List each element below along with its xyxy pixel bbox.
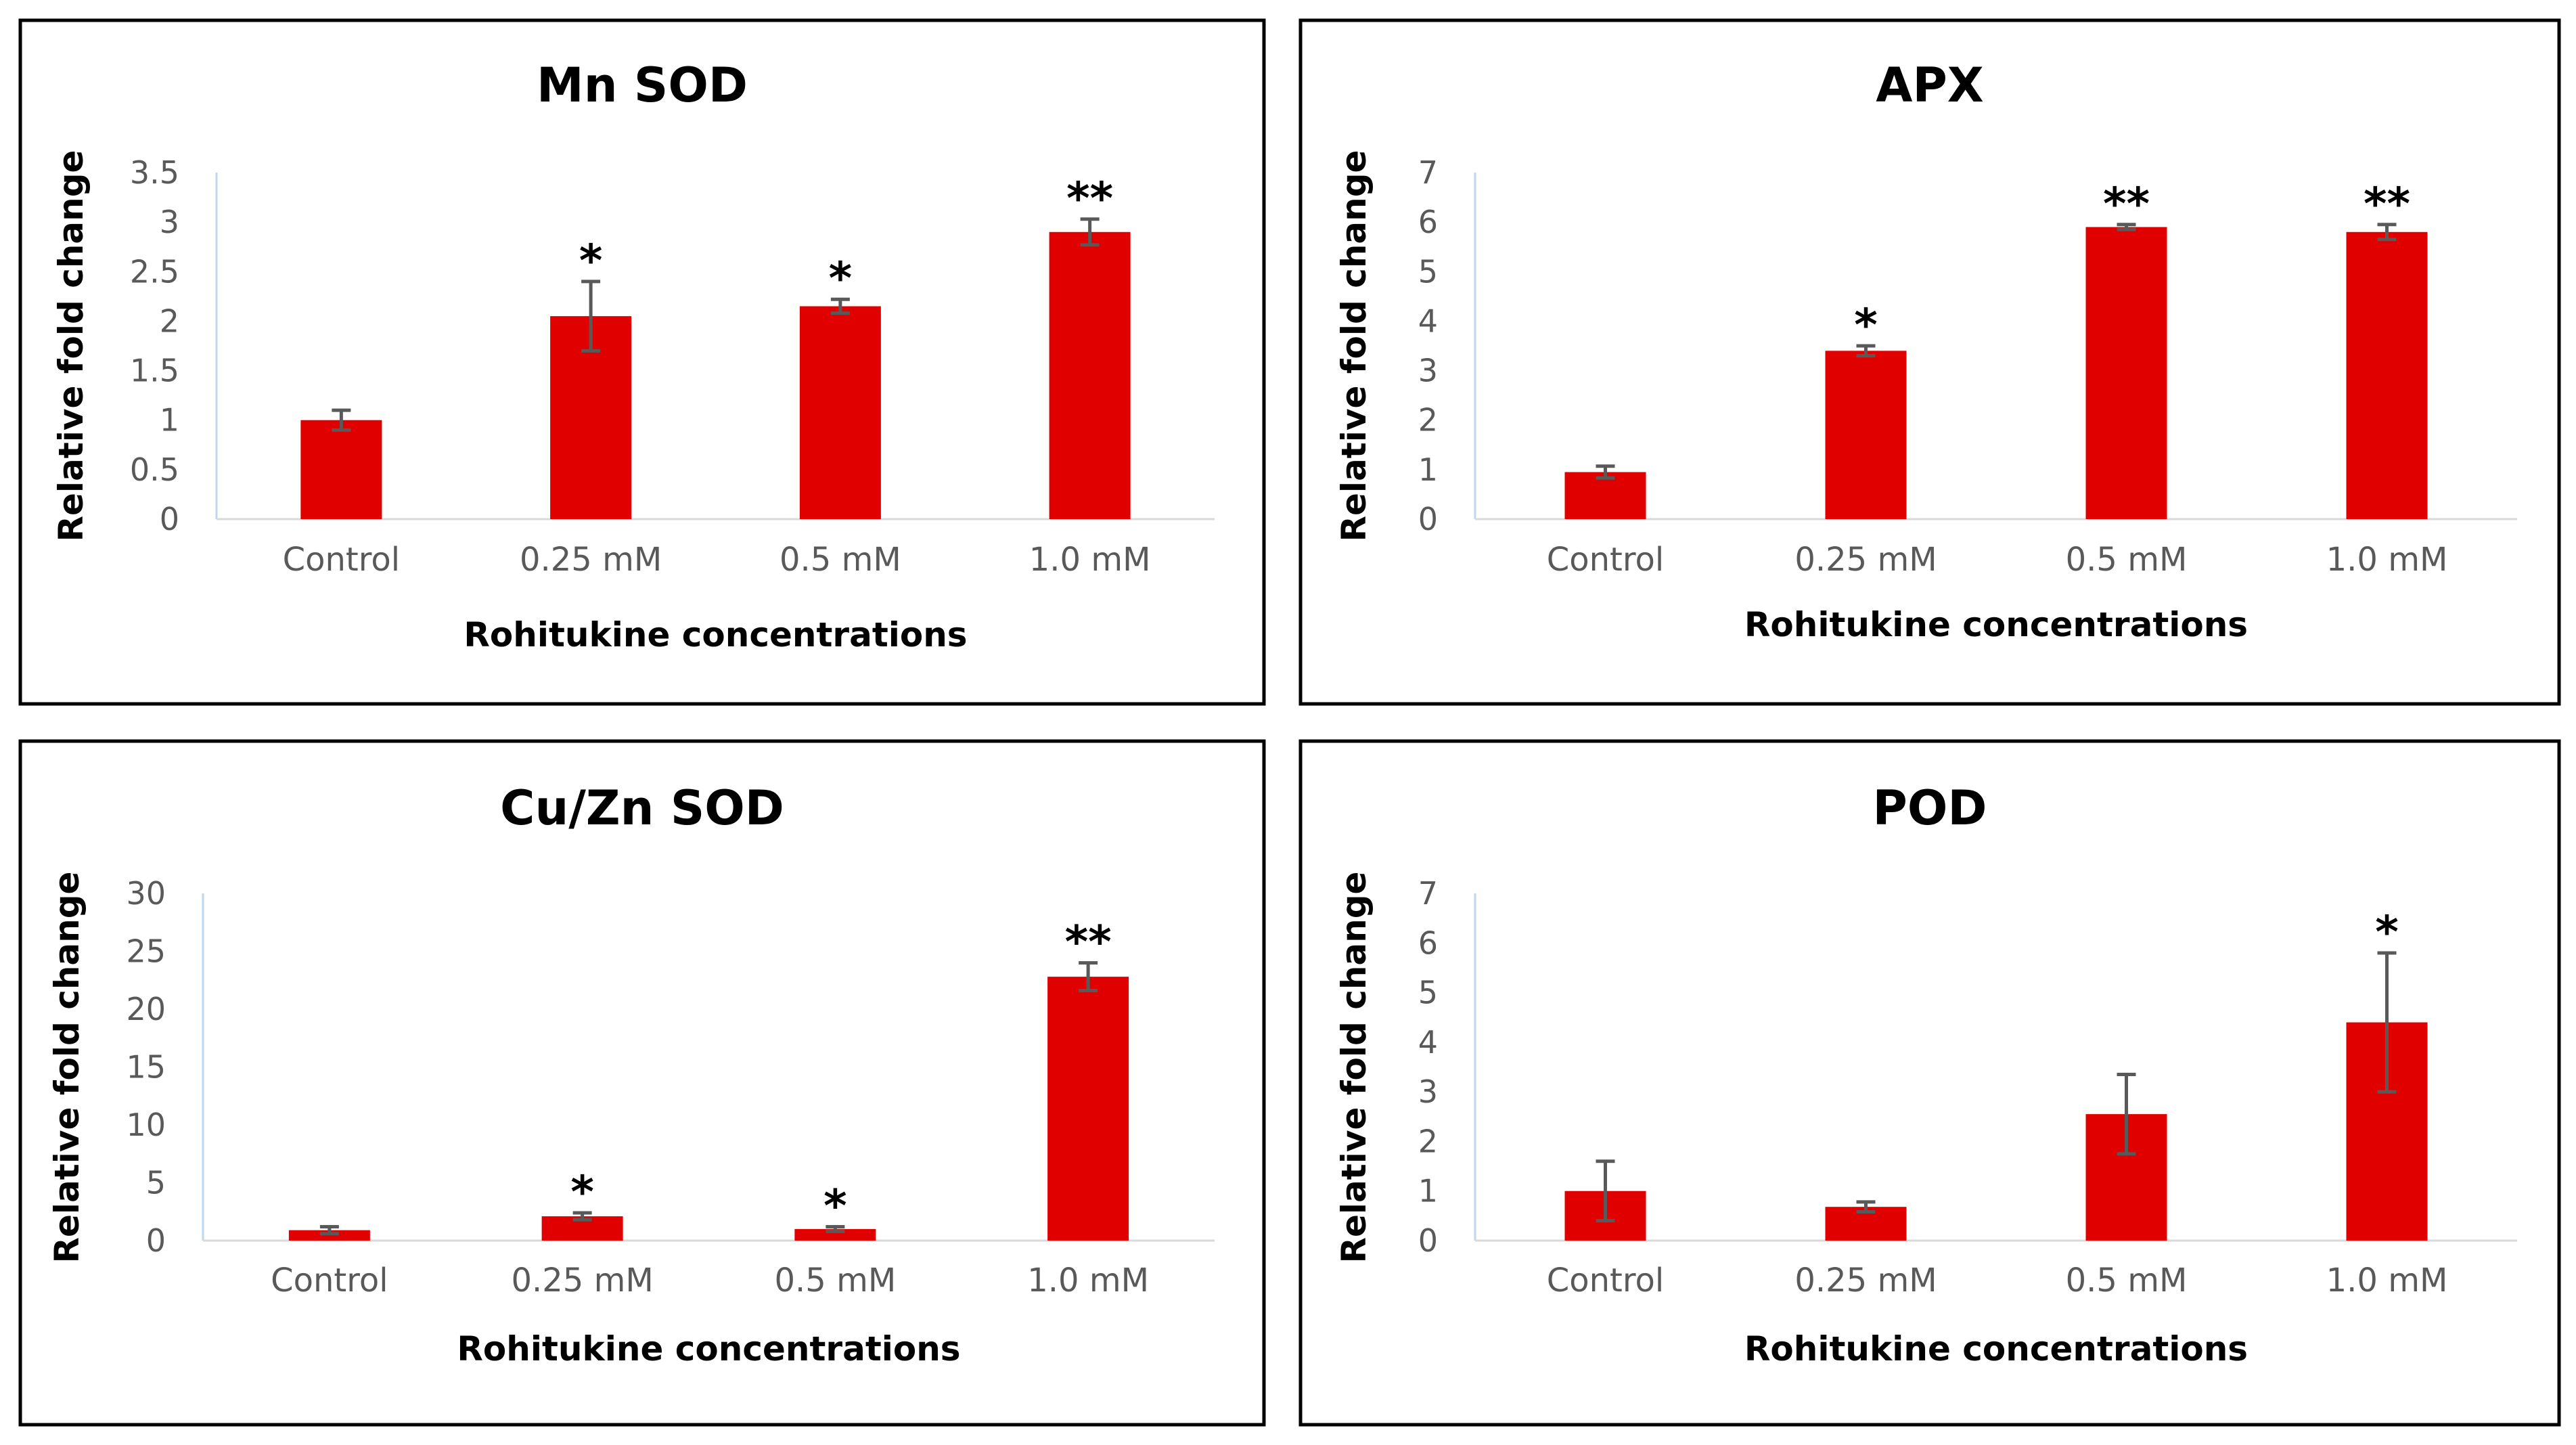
chart-4-x-axis-title: Rohitukine concentrations	[1744, 1329, 2248, 1369]
chart-1-y-tick-label: 1.5	[130, 353, 179, 389]
chart-2-error-bar	[2117, 223, 2136, 231]
chart-4-error-bar	[2377, 951, 2397, 1094]
chart-2-error-bar	[1596, 464, 1615, 480]
chart-1-y-tick-label: 2	[160, 303, 179, 339]
chart-4-category-label: Control	[1547, 1262, 1665, 1299]
chart-4-y-tick-label: 1	[1418, 1173, 1438, 1209]
chart-4-y-tick-label: 5	[1418, 975, 1438, 1011]
chart-4-y-tick-label: 7	[1418, 875, 1438, 912]
chart-3-error-bar	[826, 1224, 845, 1233]
chart-4-y-tick-label: 6	[1418, 925, 1438, 961]
chart-1-category-label: 1.0 mM	[1029, 541, 1151, 579]
chart-3-category-label: Control	[271, 1262, 388, 1299]
chart-4-y-tick-label: 3	[1418, 1073, 1438, 1110]
chart-1-x-axis-title: Rohitukine concentrations	[464, 615, 967, 654]
chart-1-bar	[1049, 231, 1131, 519]
chart-1-error-bar	[1080, 217, 1100, 247]
chart-4-category-label: 1.0 mM	[2326, 1262, 2448, 1299]
chart-3-y-tick-label: 20	[126, 991, 166, 1027]
chart-1-y-axis-title: Relative fold change	[51, 150, 91, 542]
chart-4-y-axis-title: Relative fold change	[1334, 872, 1374, 1264]
chart-3-category-label: 1.0 mM	[1027, 1262, 1149, 1299]
chart-2-bar	[2346, 231, 2428, 519]
chart-2-title: APX	[1876, 58, 1983, 113]
chart-3-significance-marker: *	[823, 1180, 847, 1232]
chart-4-title: POD	[1873, 780, 1987, 836]
chart-4-error-bar	[1596, 1159, 1615, 1223]
chart-2-y-tick-label: 0	[1418, 501, 1438, 537]
chart-4-y-tick-label: 0	[1418, 1222, 1438, 1259]
chart-2-category-label: 1.0 mM	[2326, 541, 2448, 579]
chart-2-bar	[1564, 472, 1646, 519]
chart-1-significance-marker: *	[579, 235, 603, 287]
chart-3-y-tick-label: 10	[126, 1107, 166, 1143]
chart-1-significance-marker: **	[1066, 173, 1113, 225]
chart-1-significance-marker: *	[829, 252, 853, 305]
chart-2-category-label: 0.25 mM	[1794, 541, 1937, 579]
chart-4-y-tick-label: 2	[1418, 1123, 1438, 1159]
chart-1-y-tick-label: 1	[160, 402, 179, 439]
chart-2-y-tick-label: 3	[1418, 353, 1438, 389]
chart-2-y-tick-label: 7	[1418, 154, 1438, 191]
chart-1-category-label: 0.5 mM	[779, 541, 901, 579]
chart-2-category-label: 0.5 mM	[2066, 541, 2188, 579]
chart-1-y-tick-label: 3	[160, 204, 179, 240]
chart-2-significance-marker: **	[2103, 178, 2150, 230]
chart-2-significance-marker: **	[2364, 178, 2410, 230]
chart-1-y-tick-label: 0	[160, 501, 179, 537]
chart-4-significance-marker: *	[2375, 906, 2399, 958]
chart-3-significance-marker: **	[1065, 916, 1112, 969]
chart-2-bar	[1825, 351, 1907, 519]
chart-1-error-bar	[581, 280, 601, 353]
chart-3-error-bar	[1079, 961, 1098, 993]
chart-3-y-tick-label: 25	[126, 933, 166, 970]
chart-4-category-label: 0.5 mM	[2066, 1262, 2188, 1299]
chart-3-bar	[794, 1228, 876, 1241]
chart-2-y-tick-label: 5	[1418, 253, 1438, 290]
chart-3-significance-marker: *	[570, 1166, 594, 1218]
chart-1-bar	[799, 306, 881, 519]
chart-3-error-bar	[319, 1224, 339, 1236]
chart-1-title: Mn SOD	[537, 58, 748, 113]
chart-3-title: Cu/Zn SOD	[500, 780, 784, 836]
chart-1-y-tick-label: 0.5	[130, 451, 179, 488]
chart-2-y-tick-label: 2	[1418, 402, 1438, 439]
chart-3-category-label: 0.25 mM	[511, 1262, 653, 1299]
chart-1-y-tick-label: 3.5	[130, 154, 179, 191]
chart-3-x-axis-title: Rohitukine concentrations	[457, 1329, 960, 1369]
chart-3-y-axis-title: Relative fold change	[47, 872, 87, 1264]
chart-3-y-tick-label: 15	[126, 1049, 166, 1086]
chart-3-bar	[1047, 977, 1129, 1241]
chart-4-error-bar	[2117, 1072, 2136, 1156]
chart-3-error-bar	[572, 1211, 592, 1222]
chart-2-significance-marker: *	[1854, 299, 1878, 351]
chart-3-y-tick-label: 30	[126, 875, 166, 912]
chart-2-y-tick-label: 4	[1418, 303, 1438, 339]
chart-1-y-tick-label: 2.5	[130, 253, 179, 290]
chart-4-error-bar	[1856, 1200, 1876, 1214]
chart-3-bar	[288, 1230, 370, 1241]
chart-2-y-tick-label: 1	[1418, 451, 1438, 488]
chart-1-error-bar	[332, 408, 351, 432]
chart-3-category-label: 0.5 mM	[774, 1262, 896, 1299]
chart-4-y-tick-label: 4	[1418, 1024, 1438, 1061]
chart-1-category-label: 0.25 mM	[520, 541, 662, 579]
chart-1-bar	[300, 420, 382, 519]
chart-2-bar	[2085, 227, 2167, 519]
chart-2-x-axis-title: Rohitukine concentrations	[1744, 605, 2248, 644]
chart-2-y-axis-title: Relative fold change	[1334, 150, 1374, 542]
chart-2-error-bar	[2377, 223, 2397, 242]
chart-2-category-label: Control	[1547, 541, 1665, 579]
chart-1-error-bar	[830, 297, 850, 315]
chart-3-y-tick-label: 0	[146, 1222, 166, 1259]
chart-3-y-tick-label: 5	[146, 1165, 166, 1201]
chart-1-category-label: Control	[283, 541, 401, 579]
chart-4-category-label: 0.25 mM	[1794, 1262, 1937, 1299]
chart-2-y-tick-label: 6	[1418, 204, 1438, 240]
chart-2-error-bar	[1856, 344, 1876, 358]
